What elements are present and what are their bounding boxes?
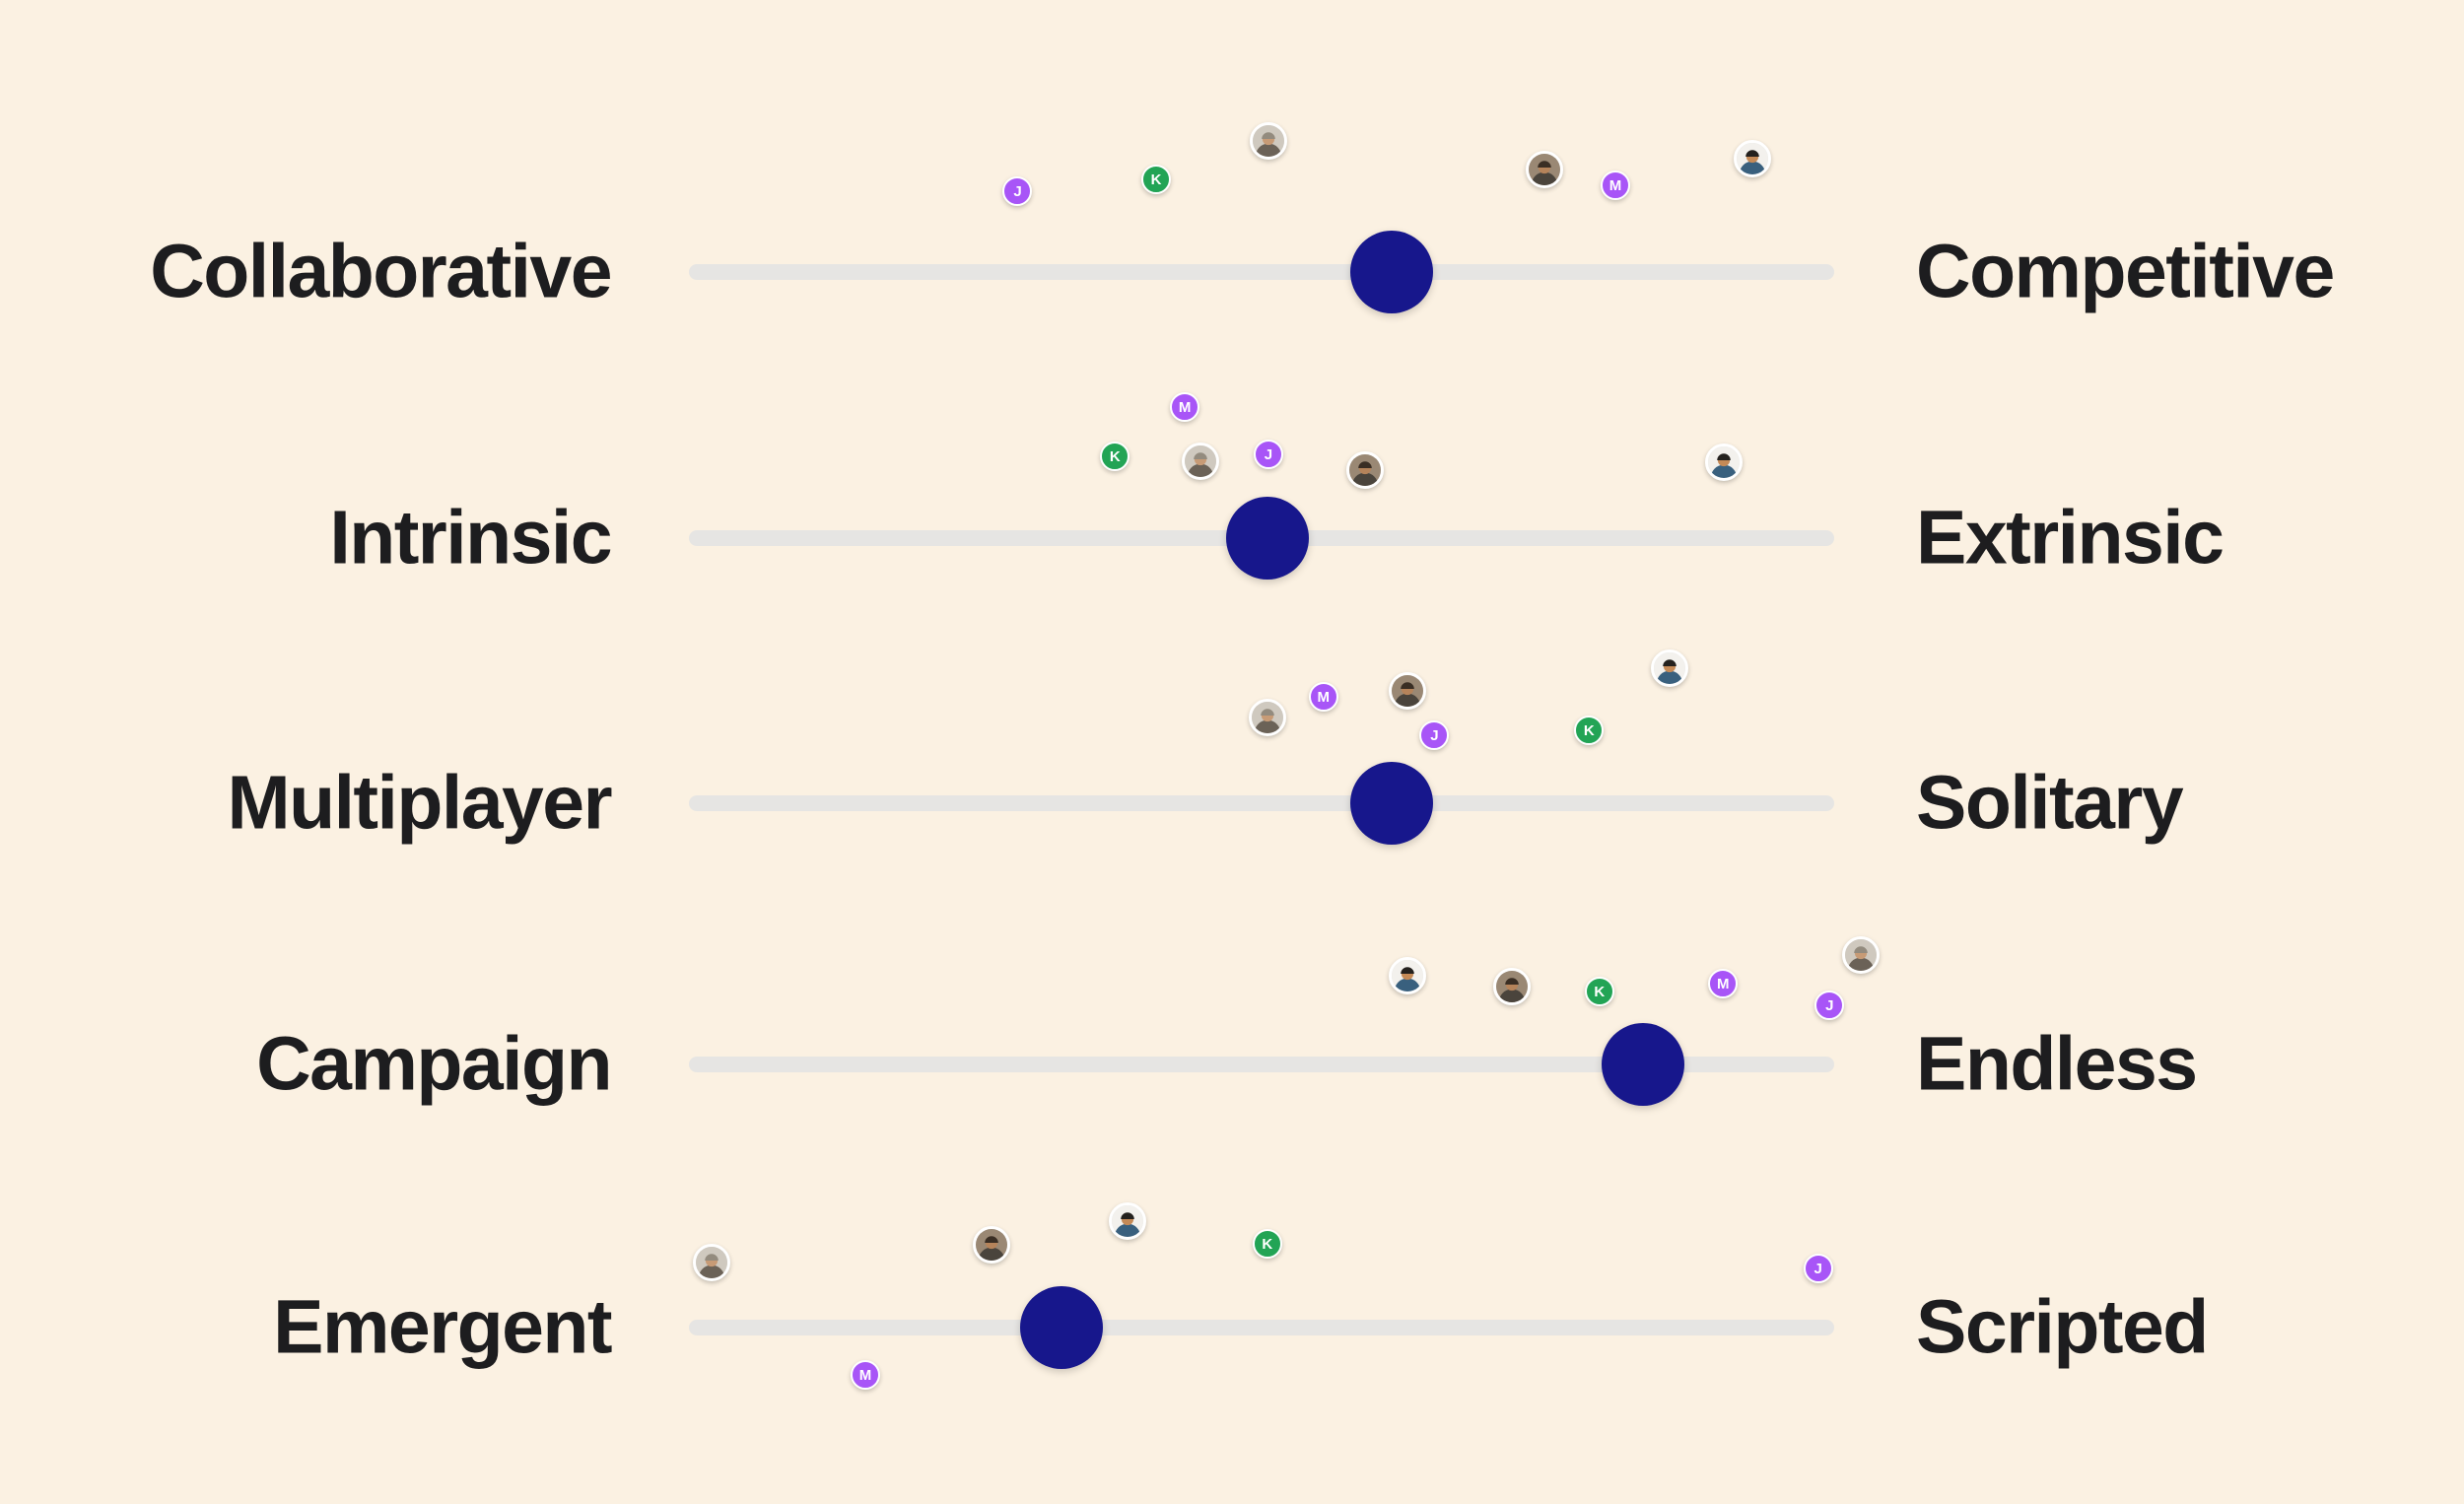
avatar-m: M (1708, 969, 1739, 998)
avatar-j: J (1002, 176, 1033, 206)
avatar-photo-curly (1841, 936, 1880, 974)
slider-right-label: Scripted (1916, 1284, 2209, 1370)
avatar-photo-curly (1182, 443, 1220, 480)
avatar-photo-dark (1526, 151, 1563, 188)
avatar-photo-light (1109, 1202, 1147, 1240)
avatar-j: J (1803, 1254, 1833, 1283)
slider-left-label: Campaign (256, 1021, 612, 1107)
slider-right-label: Competitive (1916, 229, 2335, 314)
avatar-photo-dark (1388, 672, 1426, 710)
slider-right-label: Endless (1916, 1021, 2198, 1107)
avatar-photo-light (1650, 649, 1688, 687)
avatar-photo-dark (1493, 968, 1532, 1005)
avatar-j: J (1814, 991, 1845, 1020)
avatar-k: K (1584, 977, 1614, 1006)
slider-track[interactable] (689, 1057, 1834, 1072)
slider-left-label: Intrinsic (329, 495, 612, 581)
slider-right-label: Solitary (1916, 760, 2184, 846)
avatar-k: K (1100, 442, 1130, 471)
avatar-photo-dark (1345, 451, 1384, 489)
slider-track[interactable] (689, 264, 1834, 280)
avatar-j: J (1253, 440, 1283, 469)
avatar-m: M (1170, 392, 1200, 422)
avatar-photo-curly (1249, 122, 1287, 160)
avatar-photo-curly (693, 1244, 731, 1281)
avatar-photo-dark (972, 1226, 1010, 1264)
slider-handle-emergent[interactable] (1019, 1286, 1103, 1369)
avatar-photo-light (1734, 140, 1772, 177)
slider-handle-intrinsic[interactable] (1225, 497, 1309, 580)
slider-left-label: Collaborative (150, 229, 612, 314)
slider-track[interactable] (689, 795, 1834, 811)
avatar-photo-light (1705, 444, 1744, 481)
avatar-photo-light (1388, 957, 1426, 994)
avatar-j: J (1419, 720, 1450, 750)
avatar-m: M (850, 1360, 880, 1390)
avatar-photo-curly (1248, 699, 1286, 736)
avatar-m: M (1308, 682, 1338, 712)
slider-right-label: Extrinsic (1916, 495, 2224, 581)
slider-left-label: Emergent (273, 1284, 612, 1370)
avatar-k: K (1574, 716, 1605, 745)
avatar-k: K (1252, 1229, 1282, 1259)
slider-handle-campaign[interactable] (1601, 1023, 1684, 1106)
avatar-k: K (1141, 165, 1172, 194)
slider-handle-multiplayer[interactable] (1350, 762, 1434, 845)
slider-handle-collaborative[interactable] (1350, 231, 1434, 313)
avatar-m: M (1601, 171, 1631, 200)
slider-left-label: Multiplayer (227, 760, 612, 846)
slider-track[interactable] (689, 1320, 1834, 1335)
